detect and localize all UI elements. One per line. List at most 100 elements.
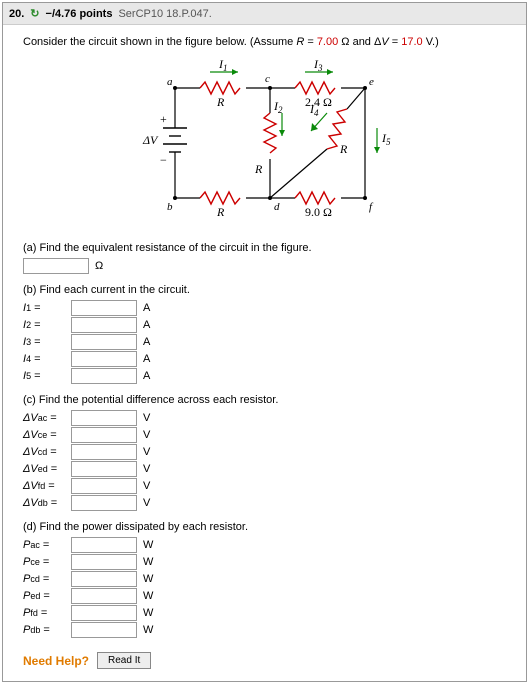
part-c-input-cd[interactable] — [71, 444, 137, 460]
part-a-row: Ω — [23, 258, 506, 274]
prompt-text: Consider the circuit shown in the figure… — [23, 35, 506, 50]
part-d-input-cd[interactable] — [71, 571, 137, 587]
part-d-unit: W — [143, 573, 153, 585]
part-c-unit: V — [143, 463, 150, 475]
part-d-q: (d) Find the power dissipated by each re… — [23, 521, 506, 533]
part-a-unit: Ω — [95, 260, 103, 272]
part-c-input-ed[interactable] — [71, 461, 137, 477]
question-header: 20. ↻ −/4.76 points SerCP10 18.P.047. — [3, 3, 526, 25]
part-d-unit: W — [143, 607, 153, 619]
part-b-row: I2 = A — [23, 317, 506, 333]
help-block: Need Help? Read It — [23, 652, 506, 669]
part-d-row: Pfd =W — [23, 605, 506, 621]
V-symbol: V — [381, 36, 388, 48]
circuit-svg: + − ΔV R I1 2.4 Ω I3 — [115, 58, 415, 228]
part-c-row: ΔVce =V — [23, 427, 506, 443]
part-b-unit: A — [143, 319, 150, 331]
part-a-input[interactable] — [23, 258, 89, 274]
part-b-input-5[interactable] — [71, 368, 137, 384]
node-c: c — [265, 73, 270, 85]
question-container: 20. ↻ −/4.76 points SerCP10 18.P.047. Co… — [2, 2, 527, 682]
part-c-row: ΔVdb =V — [23, 495, 506, 511]
Rbd-label: R — [216, 205, 225, 219]
part-d-label: Pac = — [23, 539, 67, 551]
part-b-row: I5 = A — [23, 368, 506, 384]
part-b-unit: A — [143, 353, 150, 365]
part-b-input-3[interactable] — [71, 334, 137, 350]
part-d-input-ce[interactable] — [71, 554, 137, 570]
Red-label: R — [339, 142, 348, 156]
node-e: e — [369, 76, 374, 88]
part-b-row: I3 =A — [23, 334, 506, 350]
retry-icon[interactable]: ↻ — [30, 7, 39, 20]
part-b-label: I2 = — [23, 319, 67, 331]
part-d-label: Ped = — [23, 590, 67, 602]
question-number: 20. — [9, 8, 24, 20]
V-value: 17.0 — [401, 36, 422, 48]
circuit-figure: + − ΔV R I1 2.4 Ω I3 — [23, 58, 506, 228]
part-c-row: ΔVcd = V — [23, 444, 506, 460]
part-c-unit: V — [143, 412, 150, 424]
part-d-input-ac[interactable] — [71, 537, 137, 553]
plus-label: + — [160, 112, 167, 126]
part-c-unit: V — [143, 429, 150, 441]
part-c-input-ce[interactable] — [71, 427, 137, 443]
question-body: Consider the circuit shown in the figure… — [3, 25, 526, 681]
R90-label: 9.0 Ω — [305, 205, 332, 219]
read-it-button[interactable]: Read It — [97, 652, 151, 669]
part-d-unit: W — [143, 624, 153, 636]
Rcd-label: R — [254, 162, 263, 176]
part-b-label: I4 = — [23, 353, 67, 365]
part-b-unit: A — [143, 370, 150, 382]
part-c-label: ΔVdb = — [23, 497, 67, 509]
part-c-label: ΔVed = — [23, 463, 67, 475]
part-b-input-4[interactable] — [71, 351, 137, 367]
part-c-unit: V — [143, 446, 150, 458]
part-c-row: ΔVed = V — [23, 461, 506, 477]
part-d-unit: W — [143, 590, 153, 602]
part-b-row: I4 = A — [23, 351, 506, 367]
part-d-input-db[interactable] — [71, 622, 137, 638]
eq1: = — [304, 36, 317, 48]
part-d-unit: W — [143, 556, 153, 568]
part-b-input-2[interactable] — [71, 317, 137, 333]
I2-label: I2 — [273, 99, 283, 115]
part-b-label: I5 = — [23, 370, 67, 382]
part-c-q: (c) Find the potential difference across… — [23, 394, 506, 406]
R-value: 7.00 — [317, 36, 338, 48]
node-d: d — [274, 201, 280, 213]
part-c-row: ΔVfd =V — [23, 478, 506, 494]
part-a-q: (a) Find the equivalent resistance of th… — [23, 242, 506, 254]
minus-label: − — [160, 153, 167, 167]
part-d-row: Pce = W — [23, 554, 506, 570]
node-b: b — [167, 201, 173, 213]
I3-label: I3 — [313, 58, 323, 73]
part-d-row: Ped = W — [23, 588, 506, 604]
points-label: −/4.76 points — [46, 8, 113, 20]
part-b-label: I1 = — [23, 302, 67, 314]
part-d-input-fd[interactable] — [71, 605, 137, 621]
part-c-row: ΔVac = V — [23, 410, 506, 426]
part-b-q: (b) Find each current in the circuit. — [23, 284, 506, 296]
part-b-unit: A — [143, 302, 150, 314]
part-b-input-1[interactable] — [71, 300, 137, 316]
part-b-row: I1 = A — [23, 300, 506, 316]
book-ref: SerCP10 18.P.047. — [118, 8, 211, 20]
I5-label: I5 — [381, 131, 391, 147]
ohm-and: Ω and Δ — [338, 36, 381, 48]
part-d-row: Pdb =W — [23, 622, 506, 638]
part-c-label: ΔVac = — [23, 412, 67, 424]
prompt-lead: Consider the circuit shown in the figure… — [23, 36, 296, 48]
v-unit: V.) — [423, 36, 439, 48]
part-c-input-fd[interactable] — [71, 478, 137, 494]
node-a: a — [167, 76, 173, 88]
node-f: f — [369, 201, 374, 213]
part-b-unit: A — [143, 336, 150, 348]
part-c-label: ΔVcd = — [23, 446, 67, 458]
part-c-input-ac[interactable] — [71, 410, 137, 426]
part-d-input-ed[interactable] — [71, 588, 137, 604]
part-d-label: Pce = — [23, 556, 67, 568]
part-d-label: Pcd = — [23, 573, 67, 585]
Rac-label: R — [216, 95, 225, 109]
part-c-input-db[interactable] — [71, 495, 137, 511]
